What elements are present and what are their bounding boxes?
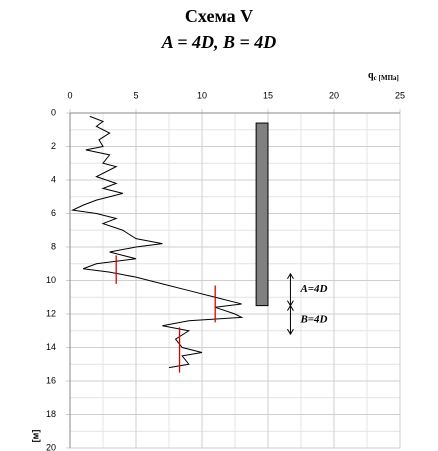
zone-label: A=4D [299,283,327,295]
y-tick-label: 6 [51,208,56,218]
arrow-head [287,304,294,311]
y-tick-label: 10 [46,275,56,285]
y-tick-label: 20 [46,442,56,451]
arrow-head [287,272,294,280]
y-tick-label: 18 [46,409,56,419]
y-tick-label: 14 [46,342,56,352]
y-axis-label: [м] [30,430,40,443]
y-tick-label: 16 [46,375,56,385]
y-tick-label: 8 [51,241,56,251]
x-axis-label: qc [МПа] [368,70,399,81]
arrow-head [287,328,294,336]
zone-label: B=4D [299,313,327,325]
x-tick-label: 0 [67,90,72,100]
y-tick-label: 12 [46,308,56,318]
chart-subtitle: A = 4D, B = 4D [161,32,277,52]
y-tick-label: 0 [51,107,56,117]
y-tick-label: 4 [51,174,56,184]
x-tick-label: 25 [395,90,405,100]
x-label-symbol: q [368,70,374,81]
x-label-sub: c [374,74,377,82]
y-tick-label: 2 [51,141,56,151]
pile [255,122,269,307]
x-tick-label: 15 [263,90,273,100]
x-tick-label: 10 [197,90,207,100]
profile-line [70,115,244,369]
x-tick-label: 20 [329,90,339,100]
x-label-unit: [МПа] [379,74,399,82]
chart-title: Схема V [185,6,253,26]
x-tick-label: 5 [133,90,138,100]
